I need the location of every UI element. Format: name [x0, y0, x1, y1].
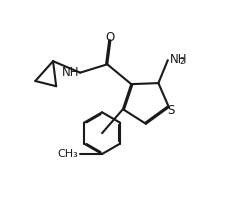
Text: 2: 2	[179, 57, 184, 66]
Text: O: O	[106, 31, 115, 44]
Text: S: S	[167, 104, 175, 117]
Text: NH: NH	[170, 53, 188, 66]
Text: NH: NH	[62, 66, 79, 79]
Text: CH₃: CH₃	[58, 149, 79, 159]
